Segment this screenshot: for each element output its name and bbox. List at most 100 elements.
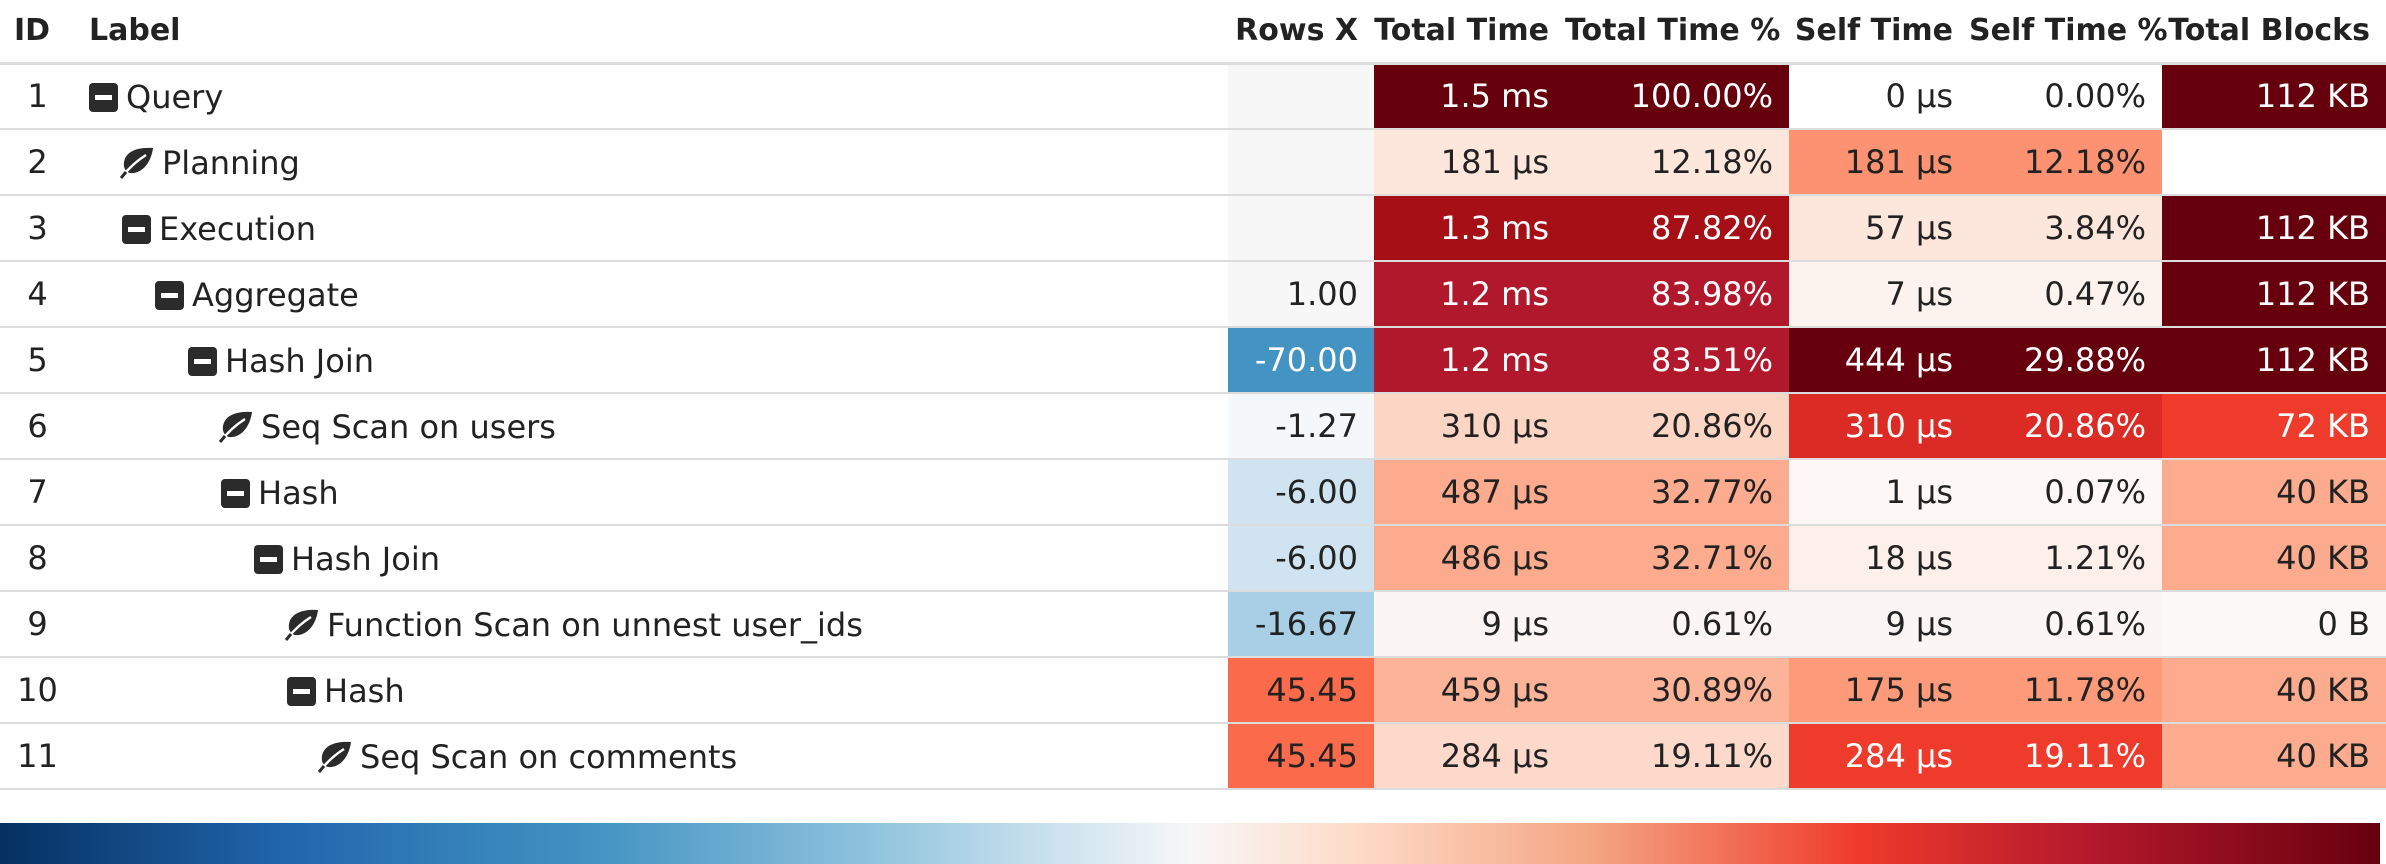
collapse-toggle-icon[interactable] — [89, 82, 118, 112]
table-row[interactable]: 7 Hash -6.00 487 µs 32.77% 1 µs 0.07% 40 KB — [0, 459, 2386, 526]
cell-total-time: 1.5 ms — [1374, 63, 1565, 130]
table-row[interactable]: 10 Hash 45.45 459 µs 30.89% 175 µs 11.78% 40 KB — [0, 657, 2386, 724]
table-row[interactable]: 1 Query 1.5 ms 100.00% 0 µs 0.00% 112 KB — [0, 63, 2386, 130]
cell-total-time: 1.2 ms — [1374, 261, 1565, 328]
row-label-text: Aggregate — [192, 276, 359, 314]
row-label: Seq Scan on users — [75, 393, 1228, 460]
cell-total-time: 1.3 ms — [1374, 195, 1565, 262]
cell-rows-x: -1.27 — [1228, 393, 1374, 460]
row-label-text: Query — [126, 78, 224, 117]
row-label: Hash Join — [75, 327, 1228, 394]
column-header-self-time-pct[interactable]: Self Time % — [1969, 0, 2168, 65]
cell-self-time-pct: 20.86% — [1969, 393, 2162, 460]
row-label: Query — [75, 63, 1228, 130]
cell-self-time: 0 µs — [1789, 63, 1969, 130]
cell-total-blocks: 112 KB — [2162, 327, 2386, 394]
collapse-toggle-icon[interactable] — [155, 280, 184, 310]
cell-self-time-pct: 3.84% — [1969, 195, 2162, 262]
row-label-text: Hash Join — [291, 540, 440, 578]
row-label-text: Seq Scan on users — [261, 408, 556, 446]
cell-self-time: 9 µs — [1789, 591, 1969, 658]
cell-rows-x: -6.00 — [1228, 525, 1374, 592]
column-header-total-time[interactable]: Total Time — [1374, 0, 1565, 65]
column-header-self-time[interactable]: Self Time — [1789, 0, 1969, 65]
row-id: 9 — [0, 591, 75, 658]
cell-self-time: 284 µs — [1789, 723, 1969, 790]
row-label: Execution — [75, 195, 1228, 262]
cell-total-time-pct: 87.82% — [1565, 195, 1789, 262]
cell-self-time: 444 µs — [1789, 327, 1969, 394]
cell-rows-x — [1228, 129, 1374, 196]
row-label-text: Planning — [162, 144, 300, 182]
cell-total-time: 486 µs — [1374, 525, 1565, 592]
table-row[interactable]: 2 Planning 181 µs 12.18% 181 µs 12.18% — [0, 129, 2386, 196]
collapse-toggle-icon[interactable] — [188, 346, 217, 376]
collapse-toggle-icon[interactable] — [254, 544, 283, 574]
column-header-total-blocks[interactable]: Total Blocks — [2162, 0, 2386, 65]
cell-total-blocks: 40 KB — [2162, 723, 2386, 790]
header-row: ID Label Rows X Total Time Total Time % … — [0, 0, 2386, 65]
cell-total-blocks: 40 KB — [2162, 459, 2386, 526]
row-label: Aggregate — [75, 261, 1228, 328]
cell-total-time: 181 µs — [1374, 129, 1565, 196]
table-row[interactable]: 4 Aggregate 1.00 1.2 ms 83.98% 7 µs 0.47% 112 K… — [0, 261, 2386, 328]
cell-total-time: 1.2 ms — [1374, 327, 1565, 394]
row-id: 11 — [0, 723, 75, 790]
row-id: 2 — [0, 129, 75, 196]
collapse-toggle-icon[interactable] — [122, 214, 151, 244]
table-row[interactable]: 11 Seq Scan on comments 45.45 284 µs 19.11% 2… — [0, 723, 2386, 790]
query-plan-table: ID Label Rows X Total Time Total Time % … — [0, 0, 2386, 790]
leaf-icon — [285, 609, 319, 641]
table-row[interactable]: 8 Hash Join -6.00 486 µs 32.71% 18 µs 1.21% 40 … — [0, 525, 2386, 592]
cell-self-time: 57 µs — [1789, 195, 1969, 262]
row-id: 5 — [0, 327, 75, 394]
cell-total-time: 459 µs — [1374, 657, 1565, 724]
cell-total-time: 284 µs — [1374, 723, 1565, 790]
row-label-text: Hash Join — [225, 342, 374, 380]
cell-total-time-pct: 30.89% — [1565, 657, 1789, 724]
row-id: 8 — [0, 525, 75, 592]
cell-total-blocks — [2162, 129, 2386, 196]
row-label: Hash — [75, 657, 1228, 724]
cell-total-time-pct: 32.77% — [1565, 459, 1789, 526]
cell-self-time-pct: 0.00% — [1969, 63, 2162, 130]
collapse-toggle-icon[interactable] — [287, 676, 316, 706]
cell-self-time: 1 µs — [1789, 459, 1969, 526]
row-label: Hash Join — [75, 525, 1228, 592]
row-label-text: Seq Scan on comments — [360, 738, 738, 776]
row-id: 4 — [0, 261, 75, 328]
cell-total-time-pct: 32.71% — [1565, 525, 1789, 592]
row-label: Hash — [75, 459, 1228, 526]
cell-total-blocks: 0 B — [2162, 591, 2386, 658]
column-header-id[interactable]: ID — [0, 0, 75, 65]
cell-total-time-pct: 83.98% — [1565, 261, 1789, 328]
column-header-label[interactable]: Label — [75, 0, 1228, 65]
cell-rows-x: -16.67 — [1228, 591, 1374, 658]
cell-self-time: 18 µs — [1789, 525, 1969, 592]
cell-self-time-pct: 0.47% — [1969, 261, 2162, 328]
cell-self-time: 310 µs — [1789, 393, 1969, 460]
cell-total-time: 487 µs — [1374, 459, 1565, 526]
row-id: 1 — [0, 63, 75, 130]
cell-self-time-pct: 19.11% — [1969, 723, 2162, 790]
table-row[interactable]: 6 Seq Scan on users -1.27 310 µs 20.86% 310 µ… — [0, 393, 2386, 460]
column-header-total-time-pct[interactable]: Total Time % — [1565, 0, 1789, 65]
cell-total-blocks: 112 KB — [2162, 63, 2386, 130]
cell-rows-x — [1228, 195, 1374, 262]
row-label-text: Hash — [324, 672, 405, 710]
row-label-text: Hash — [258, 474, 339, 512]
color-scale-legend — [0, 823, 2380, 864]
cell-self-time-pct: 11.78% — [1969, 657, 2162, 724]
table-row[interactable]: 5 Hash Join -70.00 1.2 ms 83.51% 444 µs 29.88%… — [0, 327, 2386, 394]
collapse-toggle-icon[interactable] — [221, 478, 250, 508]
table-row[interactable]: 3 Execution 1.3 ms 87.82% 57 µs 3.84% 112 KB — [0, 195, 2386, 262]
column-header-rows-x[interactable]: Rows X — [1228, 0, 1374, 65]
cell-self-time: 7 µs — [1789, 261, 1969, 328]
row-id: 6 — [0, 393, 75, 460]
table-row[interactable]: 9 Function Scan on unnest user_ids -16.67 9… — [0, 591, 2386, 658]
cell-self-time-pct: 29.88% — [1969, 327, 2162, 394]
cell-self-time: 175 µs — [1789, 657, 1969, 724]
leaf-icon — [120, 147, 154, 179]
cell-rows-x: 1.00 — [1228, 261, 1374, 328]
row-id: 3 — [0, 195, 75, 262]
